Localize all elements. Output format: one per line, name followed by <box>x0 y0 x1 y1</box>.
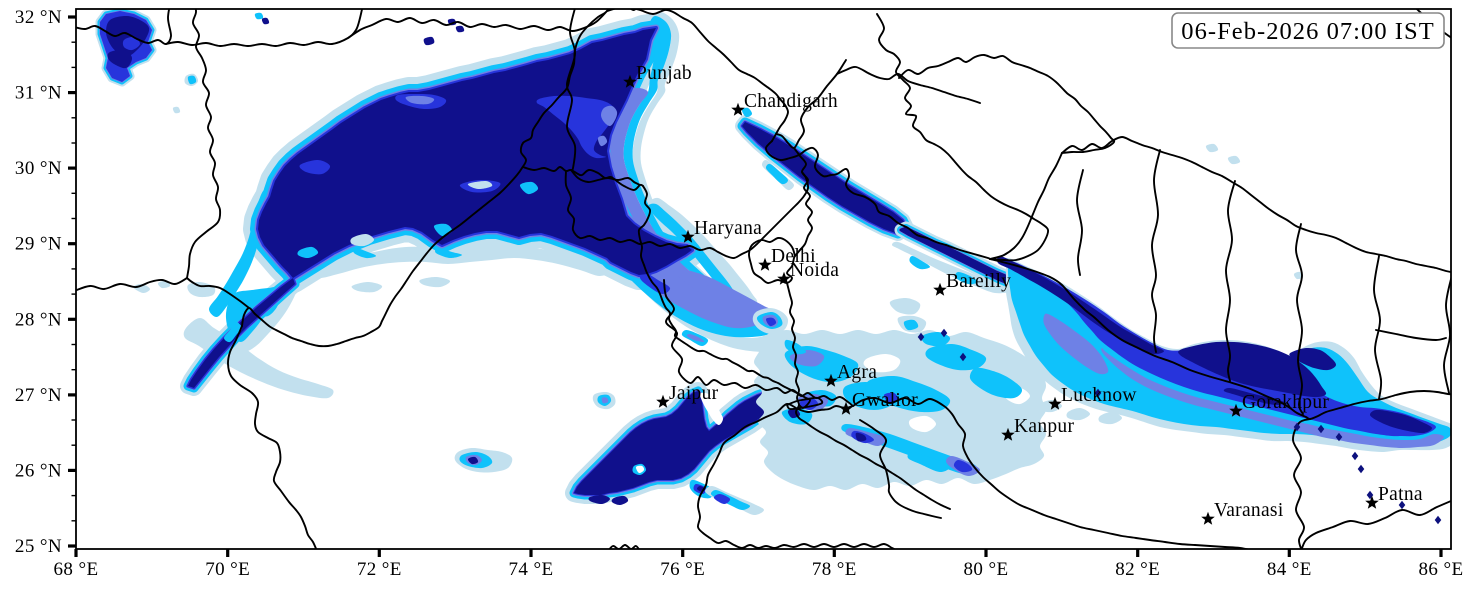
svg-text:06-Feb-2026 07:00 IST: 06-Feb-2026 07:00 IST <box>1181 18 1434 45</box>
svg-text:76 °E: 76 °E <box>660 559 705 580</box>
svg-text:80 °E: 80 °E <box>964 559 1009 580</box>
svg-text:82 °E: 82 °E <box>1115 559 1160 580</box>
svg-text:70 °E: 70 °E <box>205 559 250 580</box>
svg-text:74 °E: 74 °E <box>509 559 554 580</box>
svg-text:26 °N: 26 °N <box>15 460 62 481</box>
svg-text:27 °N: 27 °N <box>15 385 62 406</box>
svg-text:Gorakhpur: Gorakhpur <box>1242 392 1329 413</box>
svg-text:32 °N: 32 °N <box>15 7 62 28</box>
svg-text:Delhi: Delhi <box>771 246 816 267</box>
svg-text:25 °N: 25 °N <box>15 536 62 557</box>
svg-text:Kanpur: Kanpur <box>1014 416 1074 437</box>
svg-text:Jaipur: Jaipur <box>669 383 719 404</box>
svg-text:84 °E: 84 °E <box>1267 559 1312 580</box>
svg-text:Chandigarh: Chandigarh <box>744 91 838 112</box>
svg-text:Varanasi: Varanasi <box>1214 500 1284 521</box>
svg-text:Lucknow: Lucknow <box>1061 385 1137 406</box>
svg-text:29 °N: 29 °N <box>15 234 62 255</box>
svg-text:28 °N: 28 °N <box>15 309 62 330</box>
svg-text:72 °E: 72 °E <box>357 559 402 580</box>
svg-text:Punjab: Punjab <box>636 63 692 84</box>
svg-text:31 °N: 31 °N <box>15 83 62 104</box>
svg-text:Agra: Agra <box>837 362 877 383</box>
svg-text:78 °E: 78 °E <box>812 559 857 580</box>
svg-text:Bareilly: Bareilly <box>946 271 1011 292</box>
svg-text:86 °E: 86 °E <box>1419 559 1464 580</box>
svg-text:Haryana: Haryana <box>694 218 762 239</box>
svg-text:Gwalior: Gwalior <box>852 390 918 411</box>
svg-text:68 °E: 68 °E <box>54 559 99 580</box>
svg-text:Patna: Patna <box>1378 484 1423 505</box>
svg-text:Noida: Noida <box>790 260 839 281</box>
svg-text:30 °N: 30 °N <box>15 158 62 179</box>
